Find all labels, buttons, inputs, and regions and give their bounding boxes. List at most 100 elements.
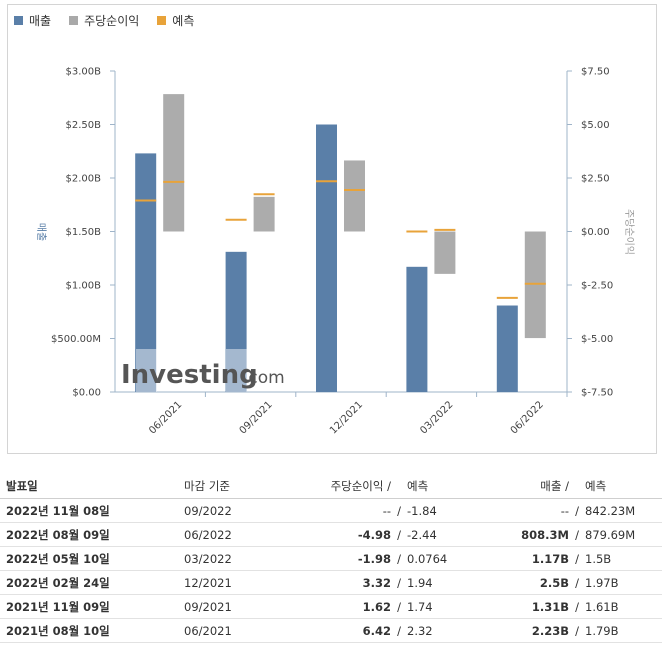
row-revenue-forecast: 879.69M: [585, 522, 662, 547]
row-date: 2022년 08월 09일: [0, 522, 184, 547]
header-eps-forecast: 예측: [407, 474, 503, 499]
row-eps: 3.32: [309, 570, 391, 595]
right-tick-label: $-7.50: [581, 388, 613, 399]
chart-legend: 매출 주당순이익 예측: [14, 12, 194, 28]
eps-bar: [434, 231, 456, 274]
row-revenue-forecast: 842.23M: [585, 498, 662, 523]
row-revenue: 2.5B: [503, 570, 569, 595]
row-revenue: 1.17B: [503, 546, 569, 571]
left-tick-label: $1.50B: [66, 227, 102, 238]
row-eps: 1.62: [309, 594, 391, 619]
row-revenue: 808.3M: [503, 522, 569, 547]
revenue-bar: [496, 305, 518, 392]
right-tick-label: $0.00: [581, 227, 610, 238]
row-separator: /: [391, 546, 407, 571]
x-tick-label: 12/2021: [328, 399, 365, 436]
table-row: 2021년 08월 10일 06/2021 6.42/2.32 2.23B/1.79B: [0, 618, 662, 643]
watermark-logo: Investing: [121, 360, 258, 390]
revenue-bar: [316, 124, 337, 392]
revenue-bar: [225, 251, 247, 392]
row-eps-forecast: 2.32: [407, 618, 503, 643]
table-row: 2022년 08월 09일 06/2022 -4.98/-2.44 808.3M/87…: [0, 522, 662, 547]
row-eps-forecast: 0.0764: [407, 546, 503, 571]
eps-bar: [163, 94, 185, 232]
row-date: 2021년 11월 09일: [0, 594, 184, 619]
left-tick-label: $1.00B: [66, 281, 102, 292]
legend-label-eps: 주당순이익: [84, 13, 140, 28]
right-tick-label: $7.50: [581, 67, 610, 78]
header-revenue-forecast: 예측: [585, 474, 662, 499]
watermark-suffix: .com: [243, 368, 285, 388]
row-eps-forecast: 1.74: [407, 594, 503, 619]
row-separator: /: [569, 594, 585, 619]
row-eps: -4.98: [309, 522, 391, 547]
row-period: 06/2022: [184, 522, 309, 547]
revenue-bar: [406, 266, 428, 392]
legend-label-revenue: 매출: [29, 13, 52, 28]
row-revenue-forecast: 1.5B: [585, 546, 662, 571]
earnings-chart: $0.00 $500.00M $1.00B $1.50B $2.00B $2.50B $3.…: [35, 67, 635, 437]
row-eps-forecast: 1.94: [407, 570, 503, 595]
table-header-row: 발표일 마감 기준 주당순이익 / 예측 매출 / 예측: [0, 474, 662, 499]
table-row: 2021년 11월 09일 09/2021 1.62/1.74 1.31B/1.61B: [0, 594, 662, 619]
legend-item-eps[interactable]: 주당순이익: [69, 12, 139, 28]
row-revenue-forecast: 1.97B: [585, 570, 662, 595]
row-period: 09/2021: [184, 594, 309, 619]
row-date: 2022년 05월 10일: [0, 546, 184, 571]
right-tick-label: $-2.50: [581, 281, 613, 292]
header-revenue: 매출 /: [503, 474, 569, 499]
row-separator: /: [391, 594, 407, 619]
row-period: 09/2022: [184, 498, 309, 523]
left-tick-label: $500.00M: [51, 334, 101, 345]
row-date: 2022년 11월 08일: [0, 498, 184, 523]
eps-bar: [344, 160, 365, 232]
row-separator: /: [569, 498, 585, 523]
legend-swatch-revenue: [14, 15, 23, 25]
left-tick-label: $3.00B: [66, 67, 102, 78]
row-separator: /: [569, 618, 585, 643]
legend-item-revenue[interactable]: 매출: [14, 12, 51, 28]
table-row: 2022년 11월 08일 09/2022 -- / -1.84 --/842.23M: [0, 498, 662, 523]
row-separator: /: [391, 618, 407, 643]
eps-bar: [253, 196, 275, 232]
table-row: 2022년 05월 10일 03/2022 -1.98/0.0764 1.17B/1.…: [0, 546, 662, 571]
watermark-fade: [226, 349, 247, 392]
header-date: 발표일: [0, 474, 184, 499]
watermark-fade: [136, 349, 157, 392]
row-separator: /: [569, 522, 585, 547]
row-separator: /: [569, 546, 585, 571]
x-tick-label: 03/2022: [418, 399, 455, 436]
left-tick-label: $2.50B: [66, 120, 102, 131]
eps-bar: [524, 231, 546, 339]
row-eps-forecast: -1.84: [407, 498, 503, 523]
legend-swatch-forecast: [157, 15, 167, 25]
row-eps-forecast: -2.44: [407, 522, 503, 547]
row-separator: /: [391, 498, 407, 523]
row-revenue: 1.31B: [503, 594, 569, 619]
row-revenue: --: [503, 498, 569, 523]
row-period: 06/2021: [184, 618, 309, 643]
x-tick-label: 09/2021: [238, 399, 275, 436]
row-eps: -1.98: [309, 546, 391, 571]
header-period: 마감 기준: [184, 474, 309, 499]
row-eps: --: [309, 498, 391, 523]
right-tick-label: $2.50: [581, 174, 610, 185]
left-tick-label: $2.00B: [66, 174, 102, 185]
earnings-table: 발표일 마감 기준 주당순이익 / 예측 매출 / 예측 2022년 11월 0…: [0, 474, 662, 643]
row-revenue: 2.23B: [503, 618, 569, 643]
row-revenue-forecast: 1.79B: [585, 618, 662, 643]
x-tick-label: 06/2021: [147, 399, 184, 436]
row-period: 03/2022: [184, 546, 309, 571]
legend-swatch-eps: [69, 15, 79, 25]
row-separator: /: [391, 570, 407, 595]
left-tick-label: $0.00: [72, 388, 101, 399]
row-revenue-forecast: 1.61B: [585, 594, 662, 619]
row-separator: /: [391, 522, 407, 547]
legend-item-forecast[interactable]: 예측: [157, 12, 194, 28]
header-eps: 주당순이익 /: [309, 474, 391, 499]
left-axis-title: 매출: [35, 223, 47, 241]
row-date: 2022년 02월 24일: [0, 570, 184, 595]
row-date: 2021년 08월 10일: [0, 618, 184, 643]
x-tick-label: 06/2022: [509, 399, 546, 436]
row-period: 12/2021: [184, 570, 309, 595]
